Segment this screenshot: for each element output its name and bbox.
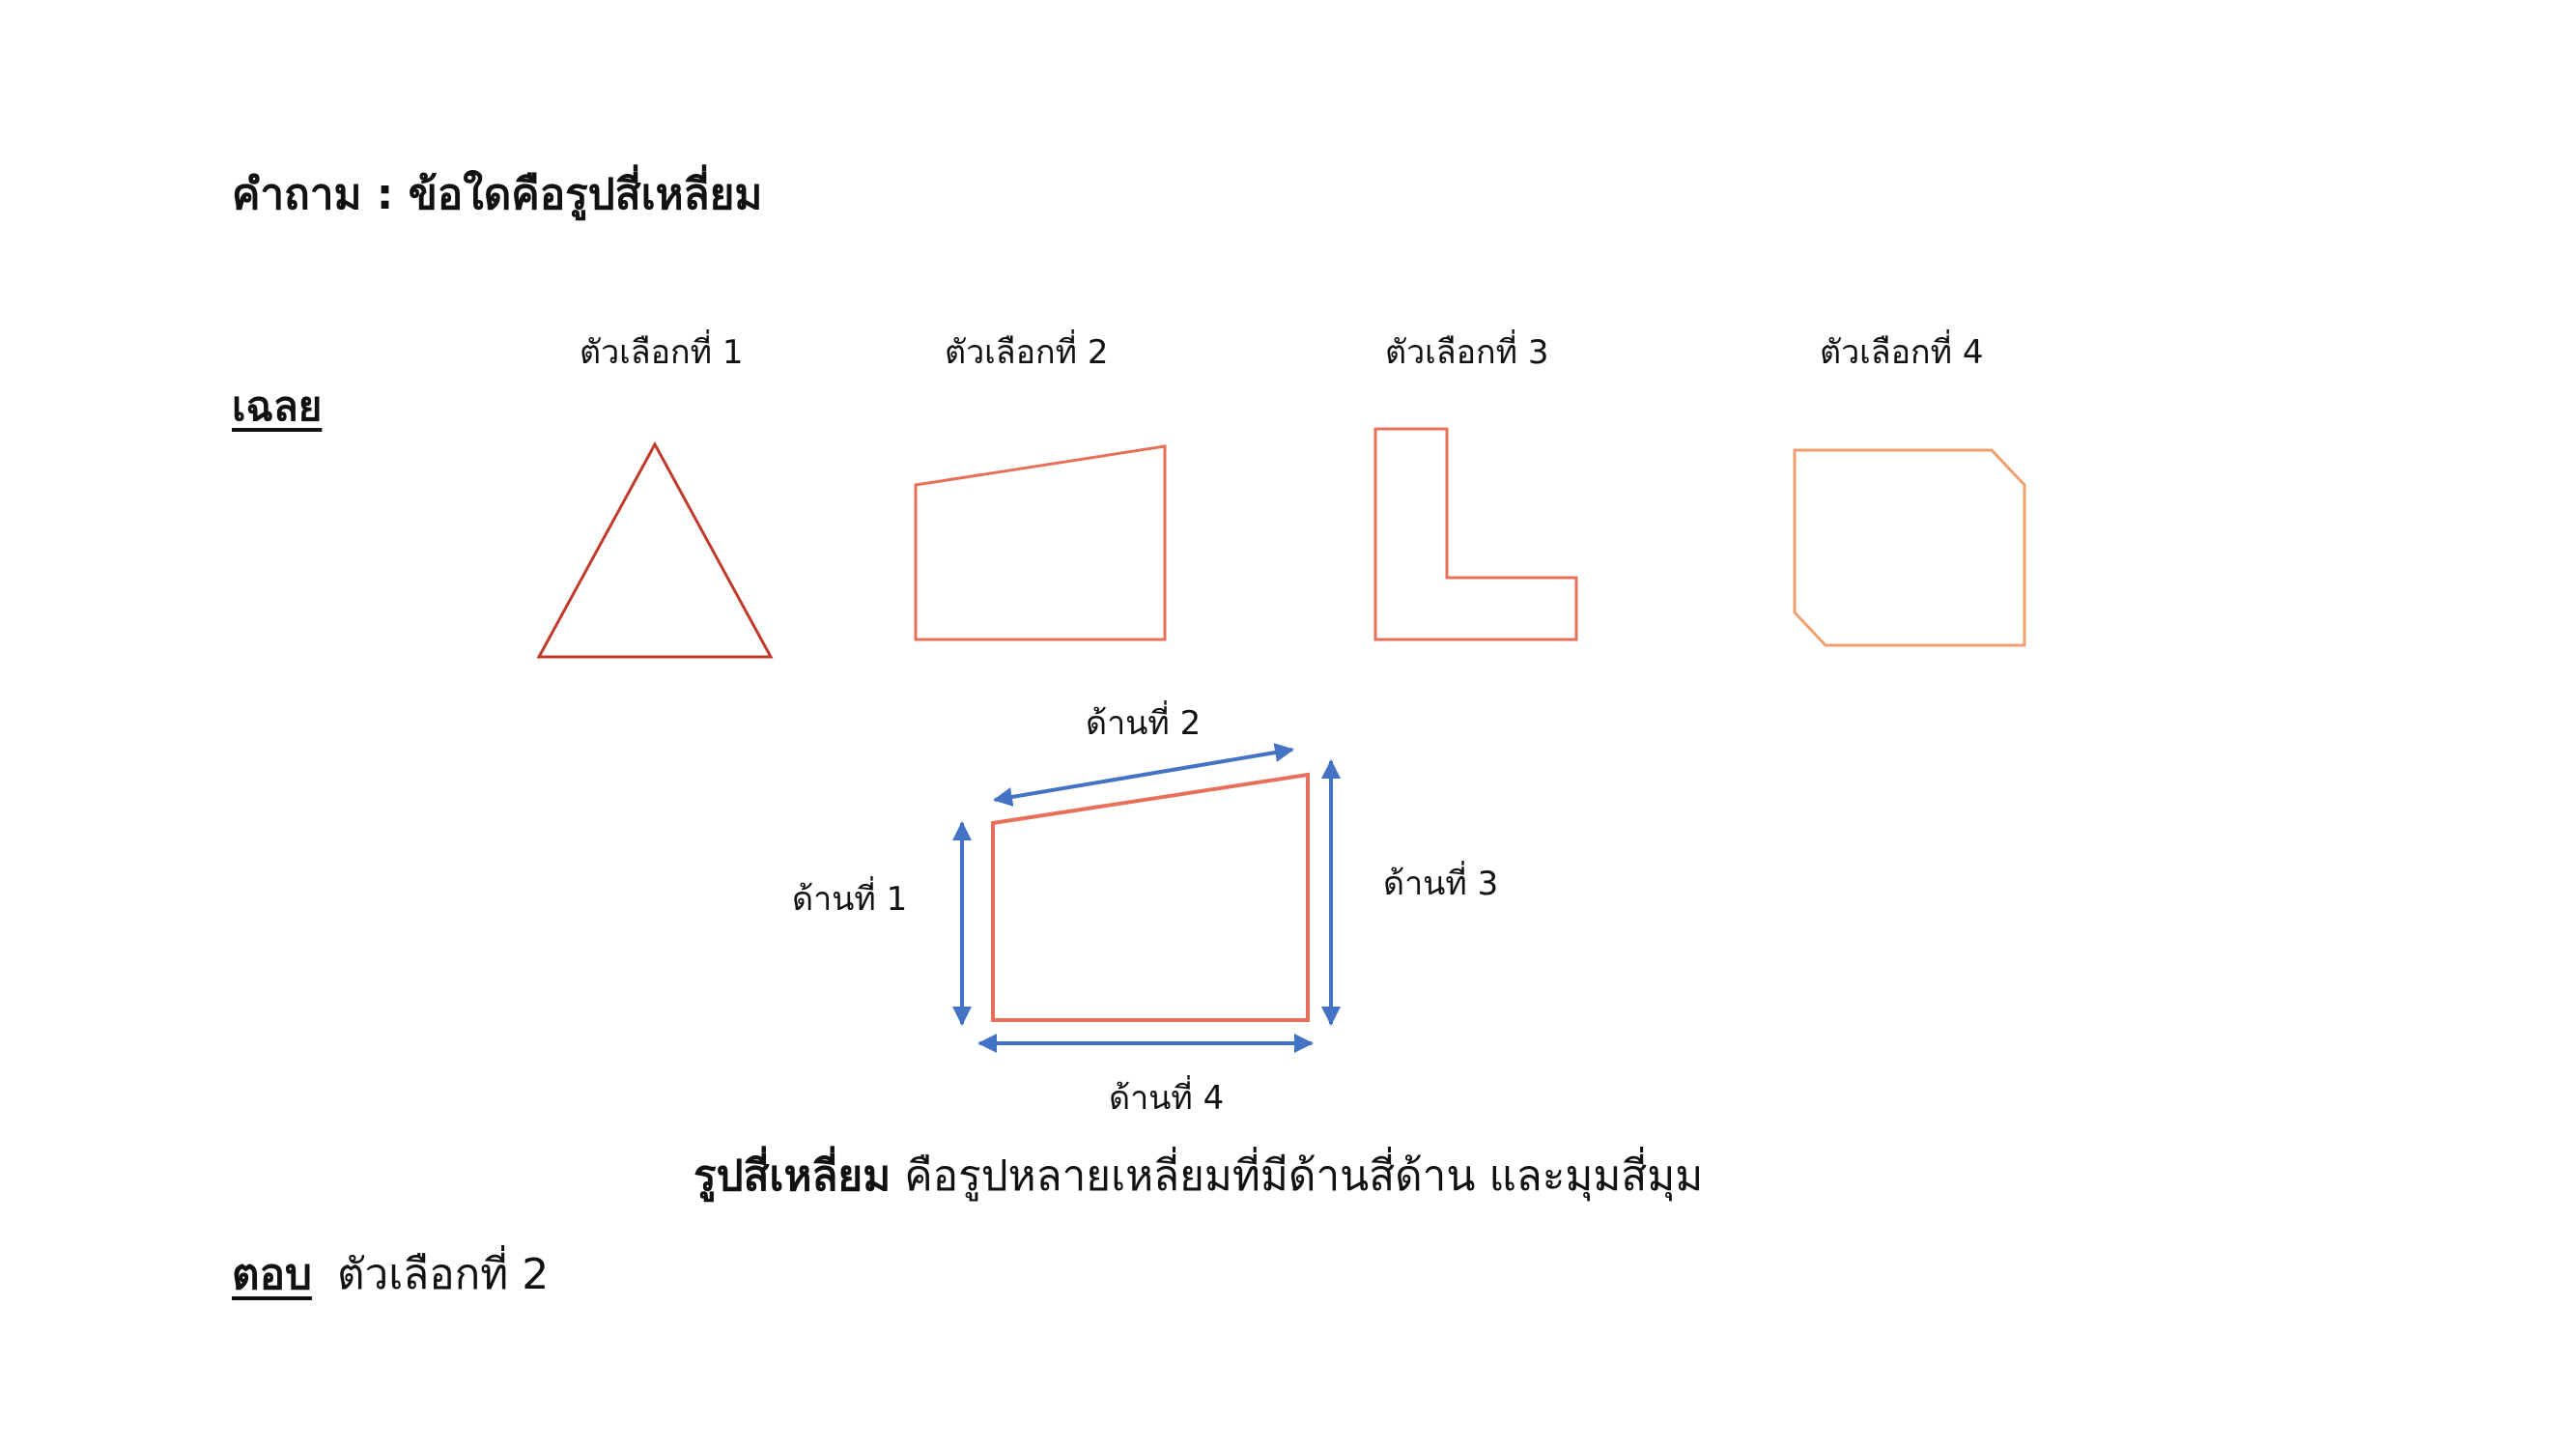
final-answer-value: ตัวเลือกที่ 2	[336, 1250, 550, 1299]
option-3-label: ตัวเลือกที่ 3	[1385, 333, 1549, 372]
quadrilateral-icon	[914, 444, 1167, 641]
option-1-label: ตัวเลือกที่ 1	[580, 333, 744, 372]
side-2-arrow	[993, 743, 1294, 807]
side-4-label: ด้านที่ 4	[1109, 1079, 1225, 1118]
diagram-quadrilateral	[991, 772, 1310, 1022]
answer-heading: เฉลย	[232, 383, 323, 430]
final-answer-label: ตอบ	[232, 1250, 312, 1299]
side-2-label: ด้านที่ 2	[1086, 704, 1202, 743]
question-title: คำถาม : ข้อใดคือรูปสี่เหลี่ยม	[232, 170, 763, 219]
option-2-label: ตัวเลือกที่ 2	[945, 333, 1109, 372]
l-shape-icon	[1373, 427, 1578, 641]
final-answer: ตอบ ตัวเลือกที่ 2	[232, 1254, 549, 1296]
option-4-label: ตัวเลือกที่ 4	[1820, 333, 1984, 372]
definition-text: รูปสี่เหลี่ยม คือรูปหลายเหลี่ยมที่มีด้าน…	[694, 1155, 1703, 1198]
triangle-icon	[536, 440, 774, 659]
side-3-label: ด้านที่ 3	[1383, 865, 1499, 903]
definition-term: รูปสี่เหลี่ยม	[694, 1151, 892, 1201]
definition-body: คือรูปหลายเหลี่ยมที่มีด้านสี่ด้าน และมุม…	[891, 1151, 1704, 1201]
side-1-label: ด้านที่ 1	[792, 880, 908, 919]
octagon-icon	[1793, 448, 2026, 647]
